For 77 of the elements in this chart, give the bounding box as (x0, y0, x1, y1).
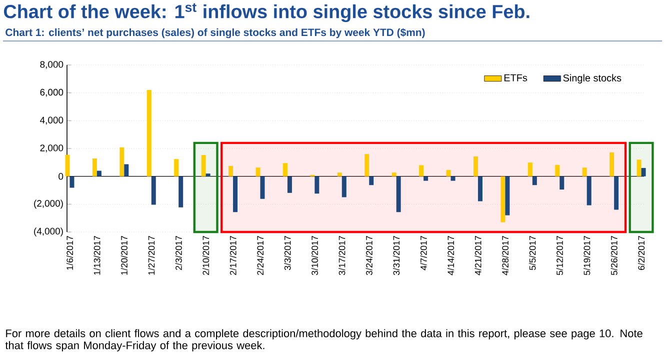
x-tick-label: 4/7/2017 (420, 236, 427, 270)
bar (260, 176, 265, 199)
bar (174, 159, 179, 176)
bar (65, 154, 70, 176)
y-tick-label: 0 (58, 172, 64, 180)
x-tick-label: 3/24/2017 (366, 236, 372, 276)
bar (342, 176, 346, 198)
bar (120, 147, 124, 176)
bar (478, 176, 482, 202)
bar (614, 176, 619, 210)
bar (369, 176, 374, 186)
bar (206, 174, 210, 176)
bar (228, 166, 234, 176)
bar (392, 172, 396, 176)
x-tick-label: 6/2/2017 (638, 236, 645, 270)
x-tick-label: 1/13/2017 (94, 236, 100, 275)
chart-title: Chart of the week: 1$^{st}$ inflows into single stocks since Feb. (4, 3, 530, 22)
x-tick-label: 4/28/2017 (502, 236, 508, 276)
x-tick-label: 1/27/2017 (148, 236, 155, 275)
bar (419, 165, 424, 176)
bar (256, 168, 260, 176)
bar (287, 176, 292, 193)
y-tick-label: (2,000) (34, 200, 63, 209)
chart-subtitle: Chart 1: clients’ net purchases (sales) of single stocks and ETFs by week YTD ($mn) (6, 28, 425, 38)
bar (124, 164, 129, 176)
bar (532, 176, 537, 186)
y-tick-label: 8,000 (40, 61, 64, 69)
bar (282, 163, 288, 176)
bar (505, 176, 510, 216)
x-tick-label: 2/3/2017 (175, 236, 182, 270)
bar (96, 170, 102, 176)
bar (92, 158, 97, 176)
y-tick-label: 6,000 (40, 88, 64, 97)
x-tick-label: 4/14/2017 (447, 236, 454, 276)
x-tick-label: 3/17/2017 (338, 236, 346, 276)
x-tick-label: 1/20/2017 (120, 236, 128, 275)
x-tick-label: 2/24/2017 (256, 236, 264, 275)
bar (555, 164, 560, 176)
bar (201, 155, 206, 176)
bar (446, 170, 451, 176)
bar (364, 154, 370, 176)
bar (636, 160, 642, 176)
x-tick-label: 3/10/2017 (311, 236, 318, 276)
bar (424, 176, 428, 181)
bar (610, 152, 614, 176)
x-tick-label: 5/19/2017 (584, 236, 590, 276)
y-tick-label: 4,000 (40, 116, 64, 125)
bar (178, 176, 184, 208)
y-tick-label: 2,000 (40, 144, 64, 152)
bar (450, 176, 456, 181)
bar (396, 176, 401, 212)
x-tick-label: 3/3/2017 (284, 236, 291, 270)
x-tick-label: 2/10/2017 (202, 236, 210, 275)
bar (337, 172, 342, 176)
x-tick-label: 2/17/2017 (230, 236, 236, 275)
bar (151, 176, 156, 205)
bar (233, 176, 238, 212)
bar (314, 176, 320, 194)
x-tick-label: 5/26/2017 (610, 236, 618, 276)
x-tick-label: 5/5/2017 (529, 236, 536, 270)
x-tick-label: 4/21/2017 (474, 236, 482, 276)
x-tick-label: 1/6/2017 (66, 236, 74, 270)
bar (560, 176, 564, 190)
x-tick-label: 5/12/2017 (556, 236, 563, 276)
bar (70, 176, 74, 188)
bar (528, 162, 532, 176)
legend-label: Single stocks (563, 74, 622, 84)
bar (641, 168, 646, 176)
bar (500, 176, 506, 222)
y-tick-label: (4,000) (34, 228, 63, 236)
text: For more details on client flows and a complete description/methodology behind the data in this report, please see page 10. Note that flows span Monday-Friday of the previous week. (5, 329, 642, 352)
x-tick-label: 3/31/2017 (393, 236, 400, 276)
bar (146, 90, 152, 176)
bar (582, 168, 587, 176)
bar (473, 156, 478, 176)
bar (586, 176, 592, 206)
legend-label: ETFs (504, 74, 528, 82)
